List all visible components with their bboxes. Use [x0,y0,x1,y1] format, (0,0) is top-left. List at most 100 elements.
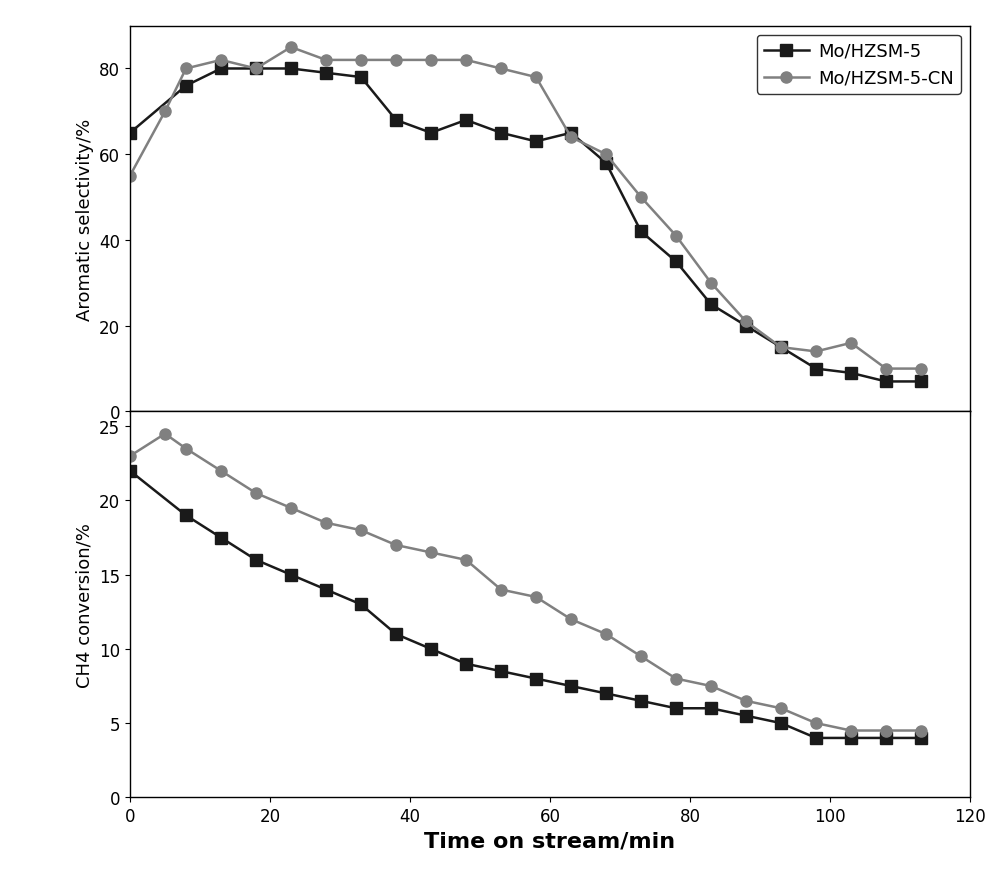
Line: Mo/HZSM-5: Mo/HZSM-5 [124,64,927,387]
Line: Mo/HZSM-5-CN: Mo/HZSM-5-CN [124,43,927,375]
Mo/HZSM-5-CN [775,343,787,354]
Mo/HZSM-5-CN [915,726,927,736]
Mo/HZSM-5-CN [425,56,437,66]
Mo/HZSM-5-CN [460,56,472,66]
Mo/HZSM-5 [670,257,682,268]
Mo/HZSM-5-CN [460,555,472,565]
Mo/HZSM-5 [460,658,472,669]
Y-axis label: CH4 conversion/%: CH4 conversion/% [76,523,94,687]
Mo/HZSM-5 [390,629,402,640]
Mo/HZSM-5-CN [740,696,752,706]
Mo/HZSM-5 [250,64,262,74]
Mo/HZSM-5-CN [635,192,647,203]
Mo/HZSM-5 [845,733,857,743]
Mo/HZSM-5 [390,115,402,126]
Mo/HZSM-5 [705,703,717,714]
Mo/HZSM-5 [180,510,192,521]
Mo/HZSM-5-CN [530,73,542,83]
Mo/HZSM-5 [180,82,192,92]
Mo/HZSM-5 [124,466,136,477]
Legend: Mo/HZSM-5, Mo/HZSM-5-CN: Mo/HZSM-5, Mo/HZSM-5-CN [757,35,961,95]
Mo/HZSM-5-CN [775,703,787,714]
Mo/HZSM-5-CN [180,444,192,455]
Mo/HZSM-5 [740,321,752,331]
Mo/HZSM-5 [530,673,542,684]
Mo/HZSM-5-CN [355,525,367,536]
Mo/HZSM-5 [775,343,787,354]
Mo/HZSM-5-CN [845,338,857,349]
Mo/HZSM-5-CN [600,629,612,640]
Mo/HZSM-5 [880,377,892,387]
Mo/HZSM-5-CN [670,231,682,242]
Mo/HZSM-5-CN [355,56,367,66]
Mo/HZSM-5 [285,64,297,74]
Mo/HZSM-5-CN [530,592,542,602]
Mo/HZSM-5 [915,733,927,743]
Mo/HZSM-5-CN [159,107,171,118]
Mo/HZSM-5-CN [159,429,171,439]
Mo/HZSM-5-CN [124,171,136,182]
Mo/HZSM-5-CN [600,150,612,160]
Mo/HZSM-5 [880,733,892,743]
Mo/HZSM-5-CN [915,364,927,375]
Mo/HZSM-5-CN [705,681,717,692]
Mo/HZSM-5 [775,718,787,728]
Mo/HZSM-5-CN [320,517,332,528]
Mo/HZSM-5 [425,644,437,655]
Mo/HZSM-5-CN [495,585,507,595]
Mo/HZSM-5 [565,128,577,139]
Mo/HZSM-5 [565,681,577,692]
Mo/HZSM-5 [124,128,136,139]
Mo/HZSM-5-CN [250,64,262,74]
Mo/HZSM-5-CN [740,317,752,328]
Mo/HZSM-5 [810,733,822,743]
Mo/HZSM-5-CN [880,364,892,375]
Mo/HZSM-5-CN [320,56,332,66]
Mo/HZSM-5-CN [285,43,297,53]
Mo/HZSM-5 [530,137,542,148]
Mo/HZSM-5-CN [670,673,682,684]
Mo/HZSM-5-CN [250,488,262,499]
Mo/HZSM-5-CN [390,540,402,551]
Mo/HZSM-5 [460,115,472,126]
Mo/HZSM-5-CN [425,548,437,558]
Mo/HZSM-5 [425,128,437,139]
Mo/HZSM-5-CN [565,133,577,144]
Mo/HZSM-5 [635,696,647,706]
Mo/HZSM-5 [250,555,262,565]
Mo/HZSM-5 [845,369,857,379]
Mo/HZSM-5 [600,688,612,699]
Y-axis label: Aromatic selectivity/%: Aromatic selectivity/% [76,118,94,321]
Mo/HZSM-5 [495,666,507,677]
Mo/HZSM-5 [635,227,647,237]
Mo/HZSM-5 [915,377,927,387]
Mo/HZSM-5 [495,128,507,139]
Mo/HZSM-5-CN [565,614,577,625]
Mo/HZSM-5 [215,532,227,543]
Mo/HZSM-5 [705,299,717,310]
Mo/HZSM-5-CN [810,718,822,728]
Mo/HZSM-5-CN [215,466,227,477]
Mo/HZSM-5 [355,73,367,83]
Mo/HZSM-5-CN [390,56,402,66]
Mo/HZSM-5-CN [285,503,297,514]
Mo/HZSM-5-CN [124,451,136,462]
Mo/HZSM-5 [320,68,332,79]
Mo/HZSM-5 [320,585,332,595]
Mo/HZSM-5-CN [495,64,507,74]
Mo/HZSM-5 [740,711,752,721]
Mo/HZSM-5-CN [180,64,192,74]
Line: Mo/HZSM-5: Mo/HZSM-5 [124,466,927,743]
Mo/HZSM-5 [215,64,227,74]
Mo/HZSM-5 [355,599,367,610]
Mo/HZSM-5-CN [705,278,717,289]
Mo/HZSM-5-CN [845,726,857,736]
Mo/HZSM-5-CN [215,56,227,66]
Mo/HZSM-5 [285,570,297,580]
Mo/HZSM-5 [810,364,822,375]
Mo/HZSM-5-CN [635,651,647,662]
X-axis label: Time on stream/min: Time on stream/min [424,831,676,851]
Mo/HZSM-5-CN [880,726,892,736]
Mo/HZSM-5 [670,703,682,714]
Line: Mo/HZSM-5-CN: Mo/HZSM-5-CN [124,429,927,736]
